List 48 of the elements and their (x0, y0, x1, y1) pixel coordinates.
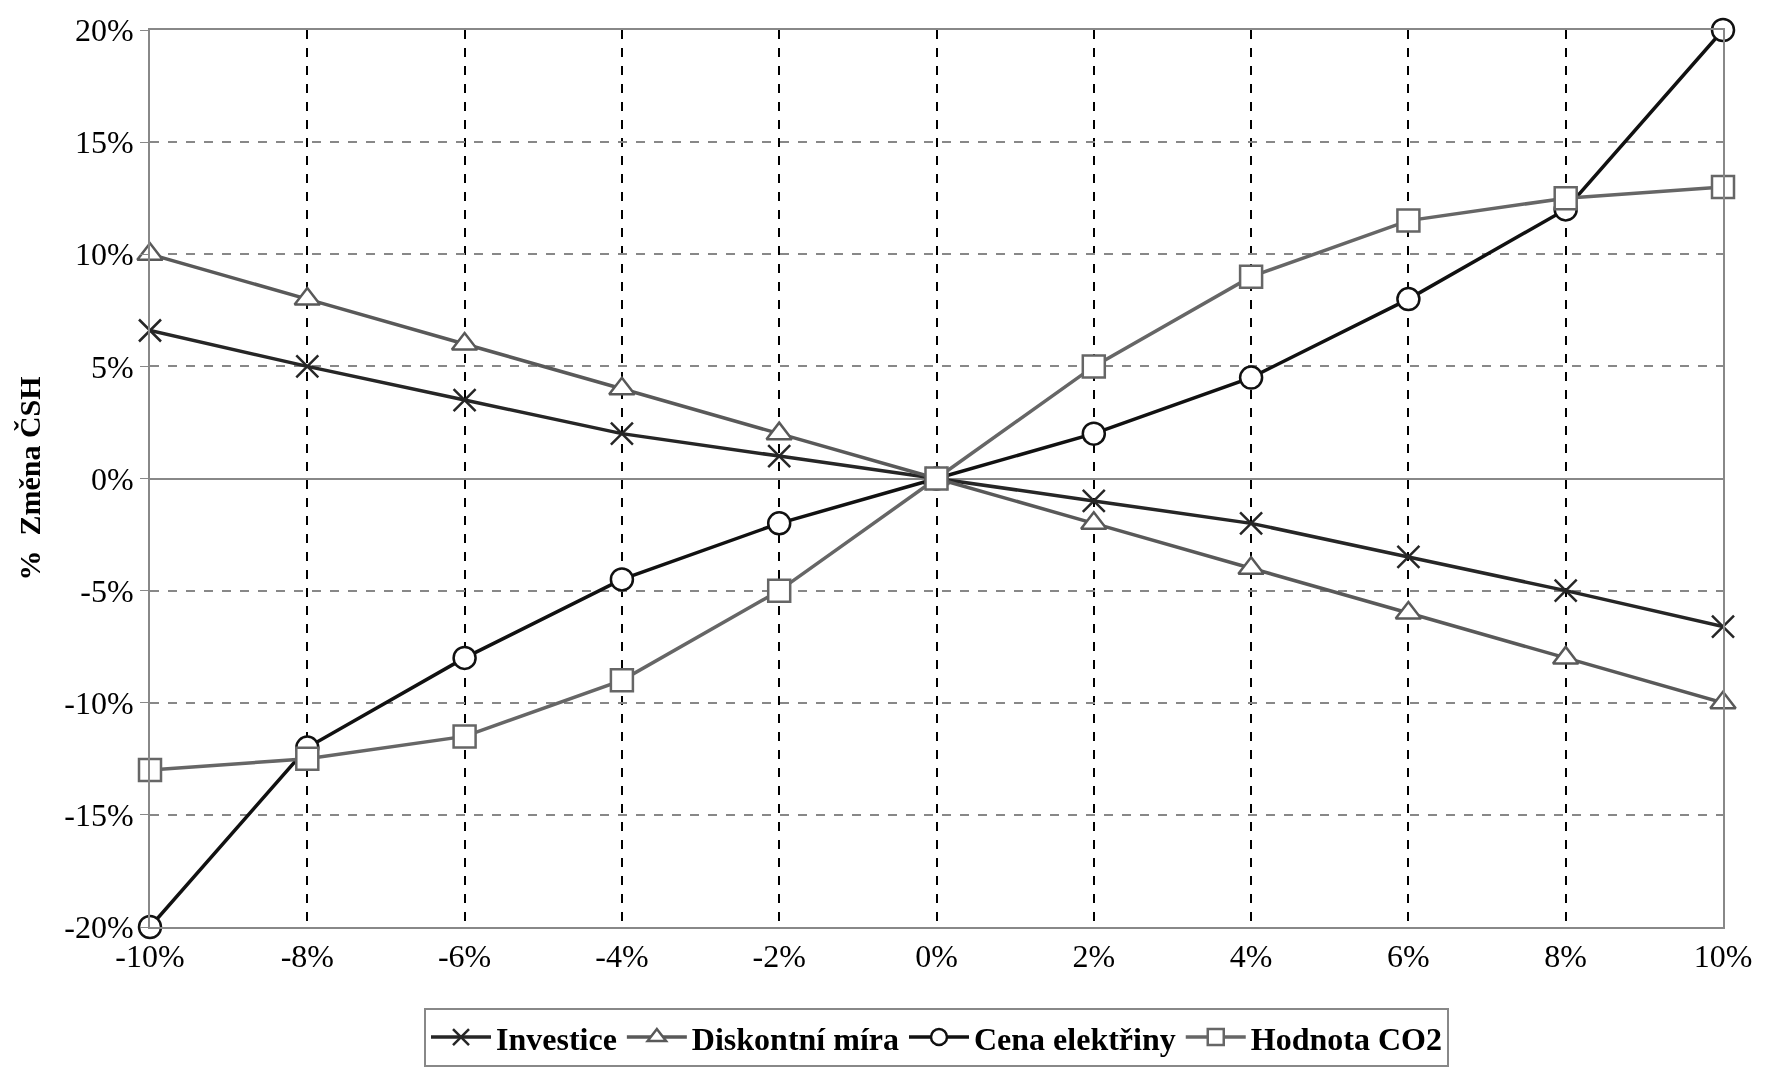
point (1710, 614, 1736, 639)
point (766, 511, 792, 536)
point (1081, 488, 1107, 514)
x-tick-label: 2% (1072, 938, 1116, 975)
point (452, 724, 477, 749)
point (609, 421, 635, 446)
point (609, 668, 635, 693)
point (1396, 286, 1421, 312)
x-tick-label: 0% (915, 938, 958, 975)
x-tick-label: 10% (1693, 938, 1753, 975)
y-tick-label: 5% (90, 348, 134, 385)
point (295, 354, 320, 379)
legend-label: Investice (496, 1020, 617, 1057)
legend-label: Hodnota CO2 (1250, 1020, 1442, 1057)
point (137, 318, 163, 343)
legend-label: Diskontní míra (691, 1020, 899, 1057)
y-tick-label: 10% (74, 236, 134, 273)
x-tick-label: 8% (1544, 938, 1588, 975)
point (452, 387, 477, 413)
point (1081, 354, 1107, 379)
point (1553, 578, 1578, 603)
x-tick-label: 4% (1229, 938, 1273, 975)
x-tick-label: -8% (280, 938, 334, 975)
point (1238, 511, 1264, 536)
x-tick-label: 6% (1387, 938, 1430, 975)
point (766, 443, 792, 469)
point (1396, 208, 1421, 233)
y-tick-label: -15% (64, 797, 134, 834)
y-tick-label: -5% (80, 572, 134, 609)
point (295, 746, 320, 772)
x-tick-label: -6% (437, 938, 492, 975)
point (1553, 185, 1578, 211)
point (1396, 544, 1421, 570)
y-tick-label: -10% (64, 684, 134, 721)
point (452, 645, 477, 671)
y-tick-label: 0% (90, 460, 134, 497)
y-tick-label: 15% (74, 124, 134, 161)
point (766, 578, 792, 603)
y-tick-label: 20% (74, 12, 134, 49)
point (1238, 365, 1264, 390)
y-axis-title: % Změna ČSH (12, 376, 46, 581)
point (1081, 421, 1107, 446)
point (1238, 264, 1264, 289)
legend-label: Cena elektřiny (974, 1020, 1176, 1057)
point (137, 914, 163, 940)
x-tick-label: -4% (595, 938, 649, 975)
point (609, 567, 635, 592)
x-tick-label: -2% (752, 938, 806, 975)
